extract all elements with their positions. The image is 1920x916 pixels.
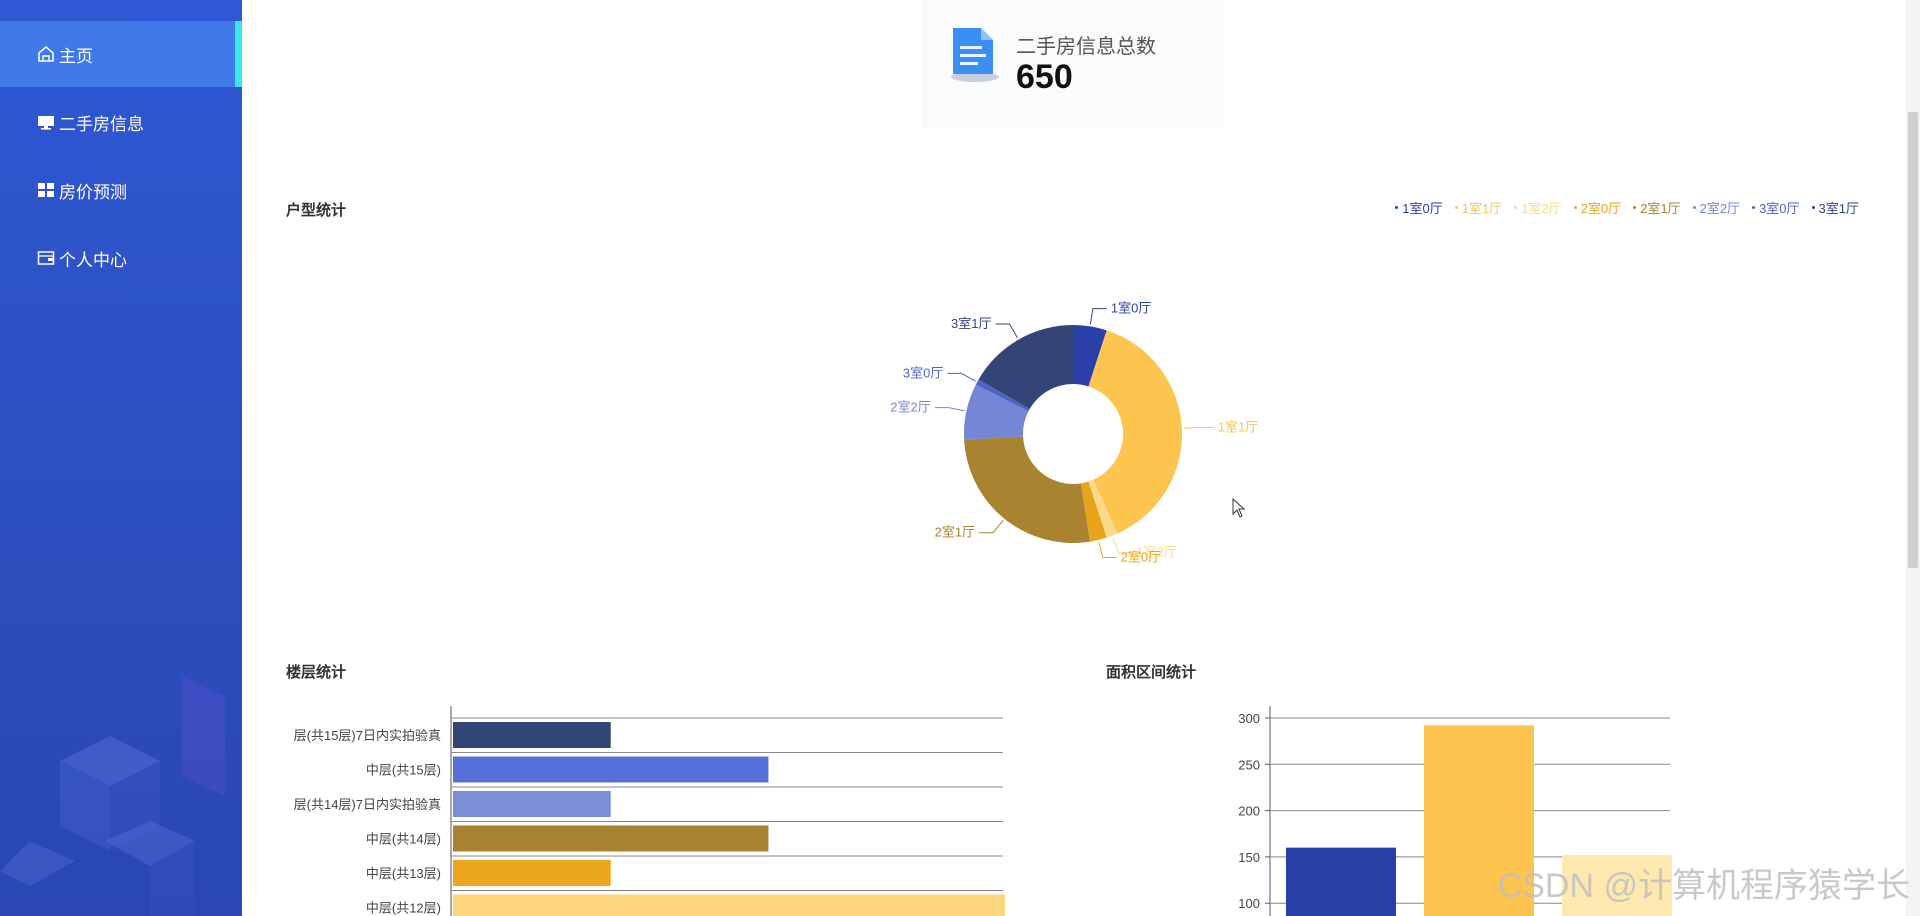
pie-label: 3室1厅 — [951, 316, 991, 331]
sidebar-item-label: 房价预测 — [59, 182, 127, 202]
pie-slice[interactable] — [964, 436, 1091, 543]
legend-item[interactable]: 1室1厅 — [1454, 198, 1503, 217]
legend-item[interactable]: 2室2厅 — [1692, 198, 1741, 217]
y-tick-label: 中层(共13层) — [366, 866, 441, 881]
document-icon — [951, 28, 999, 82]
pie-slice[interactable] — [1088, 330, 1182, 534]
pie-leader-line — [1112, 537, 1133, 554]
legend-item[interactable]: 2室1厅 — [1633, 198, 1681, 217]
wallet-icon — [37, 251, 55, 265]
bar[interactable] — [453, 791, 611, 817]
scrollbar-thumb[interactable] — [1908, 112, 1918, 568]
pie-slice[interactable] — [975, 379, 1030, 412]
legend-label: 1室2厅 — [1521, 201, 1562, 216]
pie-slice[interactable] — [1080, 481, 1107, 542]
pie-label: 1室2厅 — [1137, 545, 1177, 560]
legend-dot-icon — [1395, 206, 1399, 209]
grid-icon — [38, 183, 54, 197]
legend-label: 1室0厅 — [1402, 201, 1443, 216]
legend-label: 2室0厅 — [1580, 201, 1622, 216]
pie-leader-line — [979, 519, 1004, 534]
bar[interactable] — [453, 722, 611, 748]
y-tick-label: 250 — [1238, 757, 1260, 772]
pie-label: 1室1厅 — [1218, 419, 1258, 434]
summary-label: 二手房信息总数 — [1016, 36, 1156, 58]
legend-label: 3室1厅 — [1818, 201, 1859, 216]
pie-leader-line — [1098, 541, 1117, 558]
pie-leader-line — [947, 372, 976, 382]
legend-label: 2室2厅 — [1699, 201, 1741, 216]
summary-card: 二手房信息总数 650 — [922, 0, 1224, 128]
pie-leader-line — [1089, 308, 1107, 325]
y-tick-label: 层(共14层)7日内实拍验真 — [294, 797, 441, 812]
legend-dot-icon — [1573, 206, 1577, 209]
sidebar-item-label: 个人中心 — [59, 250, 127, 270]
pie-leader-line — [934, 407, 965, 412]
pie-legend: 1室0厅 1室1厅 1室2厅 2室0厅 2室1厅 2室2厅 3室0厅 3室1厅 — [1383, 198, 1859, 217]
area-title: 面积区间统计 — [1106, 664, 1197, 681]
legend-dot-icon — [1811, 206, 1815, 209]
room-type-title: 户型统计 — [286, 202, 347, 219]
bar[interactable] — [453, 894, 1005, 916]
sidebar-item-label: 二手房信息 — [59, 114, 144, 134]
sidebar-item-listings[interactable]: 二手房信息 — [0, 89, 242, 155]
y-tick-label: 100 — [1238, 896, 1260, 911]
legend-dot-icon — [1752, 206, 1756, 209]
pie-leader-line — [995, 323, 1018, 339]
legend-label: 2室1厅 — [1640, 201, 1681, 216]
y-tick-label: 层(共15层)7日内实拍验真 — [294, 728, 441, 743]
bar[interactable] — [1562, 855, 1672, 916]
watermark: CSDN @计算机程序猿学长 — [1497, 867, 1910, 905]
area-bar-chart: 100 150 200 250 300 — [1238, 706, 1672, 916]
legend-item[interactable]: 1室0厅 — [1395, 198, 1443, 217]
legend-dot-icon — [1633, 206, 1637, 209]
pie-slice[interactable] — [1073, 325, 1107, 387]
y-tick-label: 150 — [1238, 850, 1260, 865]
pie-slice[interactable] — [978, 325, 1073, 409]
legend-item[interactable]: 3室0厅 — [1752, 198, 1800, 217]
bar[interactable] — [453, 860, 611, 886]
floor-title: 楼层统计 — [286, 664, 347, 681]
mouse-cursor-icon — [1232, 498, 1246, 518]
pie-label: 1室0厅 — [1111, 301, 1151, 316]
legend-dot-icon — [1692, 206, 1696, 209]
pie-label: 2室1厅 — [935, 525, 975, 540]
pie-slice[interactable] — [1088, 479, 1118, 538]
bar[interactable] — [453, 825, 769, 852]
legend-dot-icon — [1514, 206, 1518, 209]
sidebar-item-profile[interactable]: 个人中心 — [0, 225, 242, 291]
y-tick-label: 中层(共14层) — [366, 832, 441, 847]
legend-item[interactable]: 1室2厅 — [1514, 198, 1562, 217]
y-tick-label: 中层(共12层) — [366, 901, 441, 916]
bar[interactable] — [453, 756, 769, 783]
legend-item[interactable]: 2室0厅 — [1573, 198, 1622, 217]
pie-slice[interactable] — [964, 384, 1029, 440]
y-tick-label: 中层(共15层) — [366, 763, 441, 778]
monitor-icon — [38, 116, 54, 130]
summary-value: 650 — [1016, 58, 1073, 96]
decorative-cubes — [0, 676, 225, 916]
sidebar: 主页 二手房信息 房价预测 个人中心 — [0, 0, 242, 916]
legend-dot-icon — [1454, 206, 1458, 209]
sidebar-item-label: 主页 — [59, 46, 93, 66]
bar[interactable] — [1424, 725, 1534, 916]
bar[interactable] — [1286, 847, 1396, 916]
sidebar-item-prediction[interactable]: 房价预测 — [0, 157, 242, 223]
y-tick-label: 300 — [1238, 711, 1260, 726]
y-tick-label: 200 — [1238, 804, 1260, 819]
sidebar-item-home[interactable]: 主页 — [0, 21, 242, 87]
legend-label: 1室1厅 — [1461, 201, 1503, 216]
home-icon — [38, 45, 54, 62]
pie-label: 3室0厅 — [903, 365, 943, 380]
pie-label: 2室2厅 — [890, 400, 930, 415]
legend-item[interactable]: 3室1厅 — [1811, 198, 1859, 217]
legend-label: 3室0厅 — [1759, 201, 1800, 216]
pie-label: 2室0厅 — [1121, 549, 1161, 564]
pie-leader-line — [1183, 426, 1214, 429]
